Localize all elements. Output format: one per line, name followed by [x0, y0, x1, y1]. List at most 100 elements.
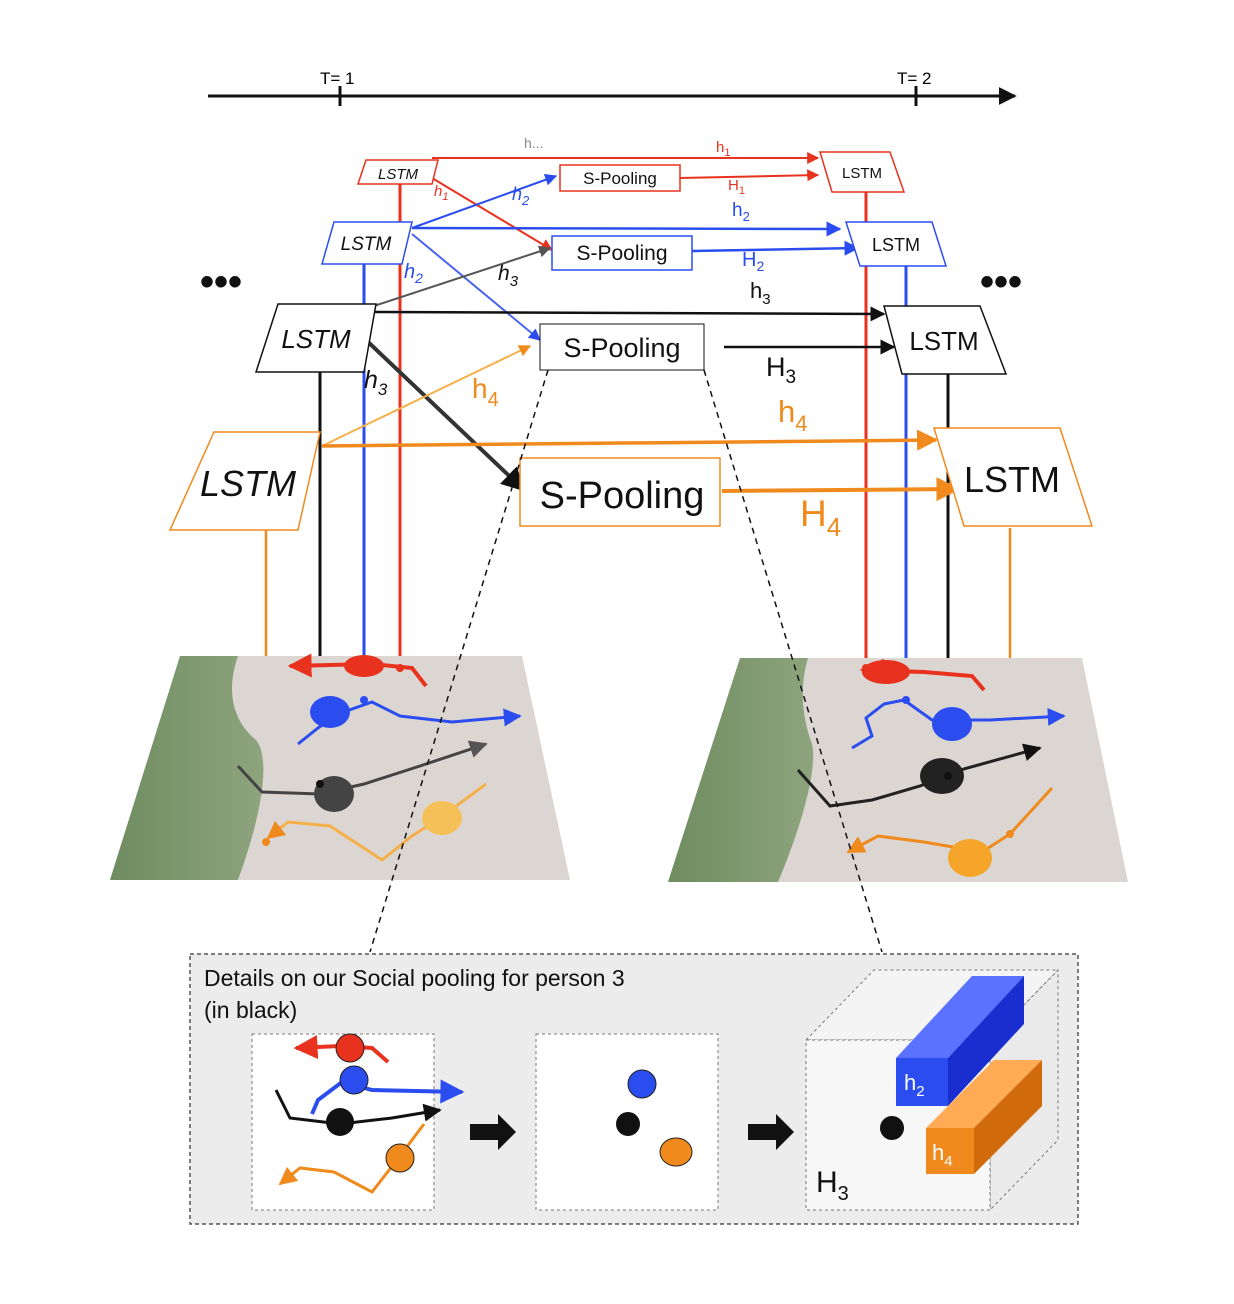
label-h1-mid: h: [434, 183, 442, 200]
label-h3-c-sub: 3: [378, 380, 388, 399]
label-h3-a-sub: 3: [510, 273, 519, 290]
ellipsis-right: •••: [980, 260, 1022, 304]
spool-label: S-Pooling: [583, 169, 657, 188]
timeline: T= 1 T= 2: [208, 69, 1017, 106]
svg-text:h4: h4: [472, 373, 499, 411]
label-H3: H: [766, 352, 786, 382]
hidden-state-labels: h... h1 h1 H1 h2 h2 h2 H2 h3 h3 h3 H3 h4…: [364, 135, 841, 542]
tensor-label-H3: H: [816, 1166, 838, 1199]
label-h4-a: h: [472, 373, 488, 404]
lstm-label: LSTM: [842, 165, 882, 182]
timeline-label-t2: T= 2: [897, 69, 932, 88]
lstm-label: LSTM: [200, 463, 296, 504]
detail-panel-pooling-tensor: h2 h4 H3: [804, 968, 1060, 1212]
details-title-line1: Details on our Social pooling for person…: [204, 965, 625, 991]
lstm-label: LSTM: [281, 324, 351, 354]
svg-text:h2: h2: [404, 261, 423, 286]
trajectories-t1: [236, 653, 522, 862]
svg-text:H2: H2: [742, 249, 764, 274]
person-4-orange: [948, 839, 992, 877]
person-1-red: [862, 660, 910, 684]
label-h-dots: h...: [524, 135, 543, 151]
lstm-left-blue: LSTM: [321, 221, 413, 265]
svg-text:h...: h...: [524, 135, 543, 151]
lstm-left-red: LSTM: [356, 159, 439, 185]
label-h1-top: h: [716, 139, 724, 156]
ellipsis-left: •••: [200, 260, 242, 304]
svg-text:h3: h3: [750, 278, 771, 308]
svg-text:h4: h4: [778, 394, 808, 436]
block-label-h2: h: [904, 1070, 916, 1095]
svg-text:h3: h3: [364, 366, 388, 399]
lstm-label: LSTM: [341, 234, 392, 255]
label-h2-b-sub: 2: [743, 209, 750, 224]
scene-t2: [668, 658, 1128, 882]
spool-label: S-Pooling: [540, 475, 705, 517]
svg-text:h2: h2: [732, 200, 750, 224]
block-label-h2-sub: 2: [916, 1083, 924, 1100]
lstm-label: LSTM: [964, 459, 1060, 500]
spool-label: S-Pooling: [576, 242, 667, 265]
tensor-label-H3-sub: 3: [838, 1183, 849, 1205]
lstm-right-black: LSTM: [883, 305, 1008, 375]
step-arrow-2: [748, 1114, 794, 1150]
person-4-orange: [422, 801, 462, 835]
step-arrow-1: [470, 1114, 516, 1150]
spool-label: S-Pooling: [563, 333, 680, 363]
svg-text:h1: h1: [434, 183, 448, 203]
flow-arrows: [321, 152, 961, 502]
timeline-label-t1: T= 1: [320, 69, 355, 88]
label-h1-mid-sub: 1: [442, 191, 448, 203]
svg-text:H3: H3: [766, 352, 796, 388]
person-2-blue: [932, 707, 972, 741]
lstm-left-black: LSTM: [254, 303, 377, 373]
label-h2-a-sub: 2: [521, 193, 530, 208]
spool-orange: S-Pooling: [519, 457, 721, 527]
label-H4-sub: 4: [827, 512, 841, 542]
lstm-right-red: LSTM: [818, 151, 906, 193]
block-label-h4-sub: 4: [944, 1153, 952, 1170]
lstm-right-orange: LSTM: [932, 427, 1094, 527]
svg-text:h1: h1: [716, 139, 730, 159]
svg-text:h3: h3: [498, 262, 519, 290]
label-h3-b: h: [750, 278, 762, 303]
details-panel: Details on our Social pooling for person…: [189, 953, 1079, 1225]
spool-black: S-Pooling: [539, 323, 705, 371]
block-label-h4: h: [932, 1140, 944, 1165]
label-H2: H: [742, 249, 756, 271]
label-h4-b: h: [778, 394, 795, 429]
label-h2-b: h: [732, 200, 743, 221]
person-3-black: [920, 758, 964, 794]
lstm-left-orange: LSTM: [168, 431, 321, 531]
label-h3-b-sub: 3: [762, 291, 770, 308]
label-h2-c-sub: 2: [414, 270, 423, 286]
label-H4: H: [800, 493, 827, 534]
lstm-label: LSTM: [909, 326, 978, 356]
lstm-right-blue: LSTM: [844, 221, 948, 267]
svg-text:h2: h2: [512, 184, 530, 208]
person-1-red: [344, 655, 384, 677]
label-H1: H: [728, 177, 739, 194]
label-h4-b-sub: 4: [795, 411, 807, 436]
svg-text:H3: H3: [816, 1166, 849, 1205]
label-H3-sub: 3: [786, 367, 797, 388]
svg-text:H4: H4: [800, 493, 841, 542]
label-H1-sub: 1: [739, 185, 745, 197]
spool-blue: S-Pooling: [551, 235, 693, 271]
label-H2-sub: 2: [756, 258, 764, 274]
label-h3-a: h: [498, 262, 510, 285]
svg-text:H1: H1: [728, 177, 745, 197]
spool-red: S-Pooling: [559, 164, 681, 192]
label-h4-a-sub: 4: [488, 389, 499, 411]
zoom-projection-lines: [369, 369, 883, 953]
details-title-line2: (in black): [204, 997, 297, 1023]
label-h3-c: h: [364, 366, 378, 394]
label-h2-c: h: [404, 261, 415, 283]
label-h1-top-sub: 1: [724, 147, 730, 159]
svg-text:h4: h4: [932, 1140, 953, 1170]
person-3-black: [314, 776, 354, 812]
scene-t1: [110, 656, 570, 880]
lstm-label: LSTM: [378, 166, 419, 183]
lstm-label: LSTM: [872, 235, 920, 255]
